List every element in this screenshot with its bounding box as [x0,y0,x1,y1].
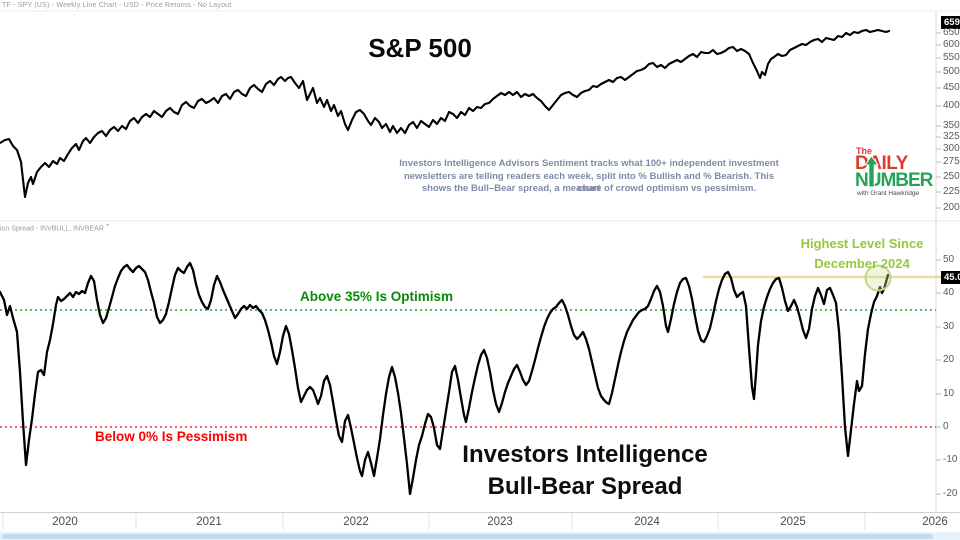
description-line-3: shows the Bull–Bear spread, a measure of… [421,183,757,194]
y-axis-label: 325 [943,132,960,142]
x-axis-strip [0,512,960,532]
logo-the-text: The [856,146,873,156]
x-axis-year-label: 2021 [196,516,222,528]
logo-tagline: with Grant Hawkridge [857,190,920,197]
y-axis-label: 200 [943,203,960,213]
y-axis-label: 10 [943,389,955,399]
x-axis-year-label: 2020 [52,516,78,528]
sp500-price-line [0,28,891,199]
y-axis-label: 650 [943,28,960,38]
y-axis-label: 40 [943,288,955,298]
y-axis-label: 300 [943,144,960,154]
y-axis-label: 500 [943,67,960,77]
x-axis-year-label: 2025 [780,516,806,528]
pessimism-threshold-label: Below 0% Is Pessimism [95,429,248,444]
y-axis-label: 450 [943,83,960,93]
sp500-current-price-badge: 659 [941,16,960,29]
y-axis-label: 275 [943,157,960,167]
x-axis-year-label: 2024 [634,516,660,528]
y-axis-label: 225 [943,187,960,197]
bull-bear-spread-line [0,261,890,496]
current-peak-highlight-circle [864,264,892,292]
highest-level-annotation-line-2: December 2024 [814,256,910,271]
y-axis-label: 350 [943,121,960,131]
y-axis-label: 600 [943,40,960,50]
scrollbar-thumb[interactable] [2,533,933,539]
y-axis-label: 250 [943,172,960,182]
y-axis-label: 550 [943,53,960,63]
daily-number-logo: The DAILY NUMBER with Grant Hawkridge [853,146,939,202]
sp500-title: S&P 500 [368,33,472,63]
description-line-1: Investors Intelligence Advisors Sentimen… [399,158,779,169]
y-axis-label: 400 [943,101,960,111]
x-axis-year-label: 2026 [922,516,948,528]
x-axis-year-label: 2022 [343,516,369,528]
x-axis-year-label: 2023 [487,516,513,528]
description-line-2: newsletters are telling readers each wee… [403,170,775,195]
spread-title-line-2: Bull-Bear Spread [487,473,683,500]
panel2-header-label: ion Spread - INVBULL, INVBEAR + [0,223,110,233]
spread-title-line-1: Investors Intelligence [462,441,708,468]
y-axis-label: 0 [943,422,949,432]
y-axis-label: -20 [943,489,958,499]
y-axis-label: 30 [943,322,955,332]
optimism-threshold-label: Above 35% Is Optimism [300,289,454,304]
spread-current-value-badge: 45.0 [941,271,960,284]
highest-level-annotation-line-1: Highest Level Since [800,236,924,251]
expand-plus-icon[interactable]: + [105,223,110,229]
y-axis-label: 20 [943,355,955,365]
up-arrow-icon [864,156,879,188]
y-axis-label: 50 [943,255,955,265]
window-title: TF - SPY (US) - Weekly Line Chart - USD … [2,2,232,9]
y-axis-label: -10 [943,455,958,465]
